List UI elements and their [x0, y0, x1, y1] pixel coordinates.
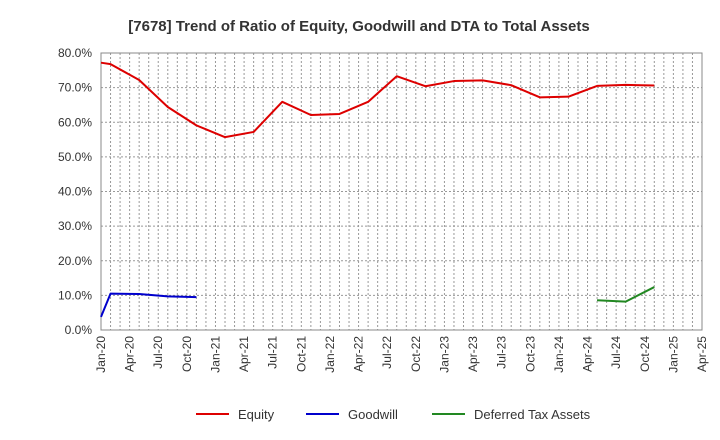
x-tick-label: Jul-23 — [495, 336, 509, 369]
x-tick-label: Jul-24 — [609, 336, 623, 369]
series-line-equity — [100, 61, 655, 139]
x-tick-label: Jan-20 — [94, 336, 108, 373]
series-line-deferred-tax-assets — [597, 286, 655, 303]
series-line-goodwill — [100, 292, 197, 318]
x-tick-label: Apr-20 — [123, 336, 137, 372]
y-tick-label: 0.0% — [65, 323, 93, 337]
x-tick-label: Jan-23 — [437, 336, 451, 373]
legend-label-goodwill: Goodwill — [348, 407, 398, 422]
legend-label-deferred-tax-assets: Deferred Tax Assets — [474, 407, 591, 422]
series — [100, 61, 655, 318]
legend: Equity Goodwill Deferred Tax Assets — [196, 407, 591, 422]
y-tick-label: 40.0% — [58, 185, 92, 199]
x-tick-label: Jan-25 — [666, 336, 680, 373]
grid — [100, 52, 703, 331]
x-tick-label: Jan-24 — [552, 336, 566, 373]
x-tick-label: Oct-22 — [409, 336, 423, 372]
chart-title: [7678] Trend of Ratio of Equity, Goodwil… — [128, 18, 589, 35]
y-tick-label: 30.0% — [58, 219, 92, 233]
x-tick-label: Apr-21 — [237, 336, 251, 372]
x-tick-label: Apr-22 — [352, 336, 366, 372]
y-axis: 0.0% 10.0% 20.0% 30.0% 40.0% 50.0% 60.0% 70.0% 8… — [58, 46, 92, 337]
x-tick-label: Apr-23 — [466, 336, 480, 372]
x-tick-label: Jan-22 — [323, 336, 337, 373]
y-tick-label: 80.0% — [58, 46, 92, 60]
y-tick-label: 50.0% — [58, 150, 92, 164]
x-tick-label: Apr-25 — [695, 336, 709, 372]
x-tick-label: Jan-21 — [208, 336, 222, 373]
legend-label-equity: Equity — [238, 407, 275, 422]
plot-area — [100, 52, 703, 331]
x-tick-label: Apr-24 — [581, 336, 595, 372]
x-tick-label: Oct-20 — [180, 336, 194, 372]
x-axis: Jan-20 Apr-20 Jul-20 Oct-20 Jan-21 Apr-21 Jul-… — [94, 336, 709, 373]
y-tick-label: 60.0% — [58, 115, 92, 129]
x-tick-label: Oct-24 — [638, 336, 652, 372]
y-tick-label: 20.0% — [58, 254, 92, 268]
x-tick-label: Jul-20 — [151, 336, 165, 369]
x-tick-label: Oct-23 — [523, 336, 537, 372]
x-tick-label: Oct-21 — [294, 336, 308, 372]
x-tick-label: Jul-22 — [380, 336, 394, 369]
y-tick-label: 10.0% — [58, 288, 92, 302]
y-tick-label: 70.0% — [58, 81, 92, 95]
x-tick-label: Jul-21 — [266, 336, 280, 369]
